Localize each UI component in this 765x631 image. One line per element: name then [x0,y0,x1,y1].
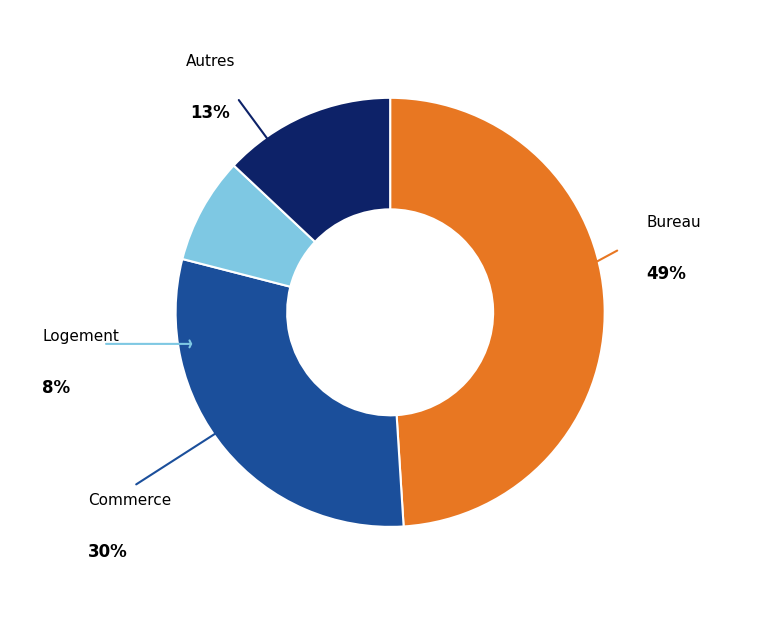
Text: Logement: Logement [42,329,119,344]
Text: Autres: Autres [186,54,235,69]
Wedge shape [176,259,404,527]
Text: 13%: 13% [190,104,230,122]
Wedge shape [234,98,390,242]
Text: 30%: 30% [88,543,128,561]
Text: 8%: 8% [42,379,70,397]
Wedge shape [182,165,315,286]
Text: 49%: 49% [646,265,686,283]
Text: Commerce: Commerce [88,493,171,508]
Wedge shape [390,98,604,526]
Text: Bureau: Bureau [646,215,701,230]
